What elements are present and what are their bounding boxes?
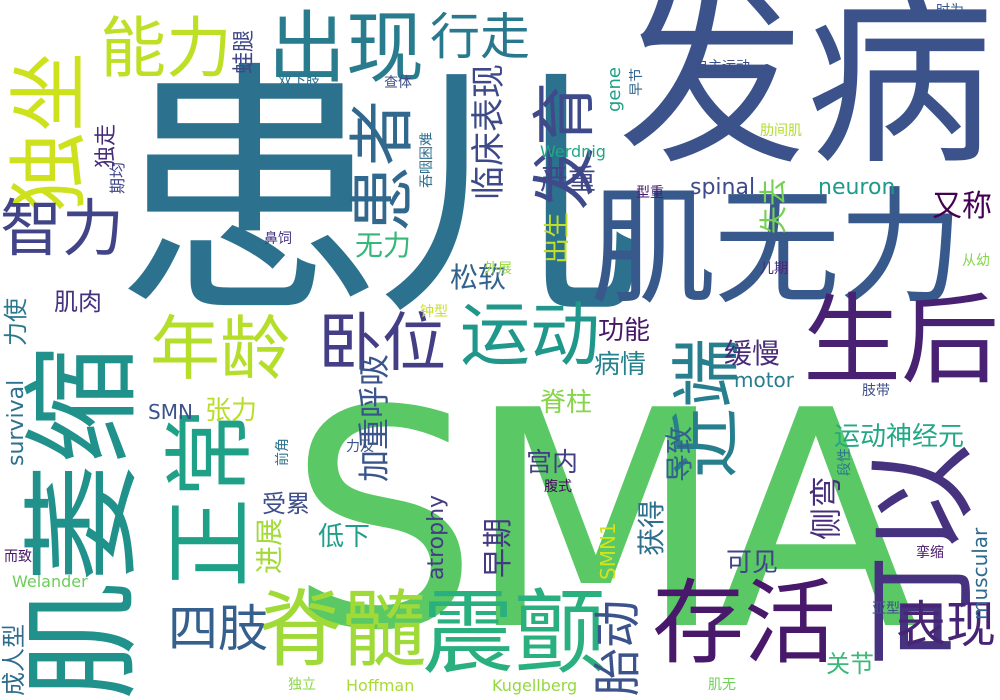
word-shuang-xia-zhi: 双下肢 [278, 73, 320, 89]
word-ji-rou: 肌肉 [54, 288, 102, 316]
word-welander: Welander [12, 572, 88, 591]
word-dao-zhi: 导致 [663, 425, 696, 482]
word-neuron: neuron [818, 175, 896, 200]
word-zhang-li: 张力 [205, 396, 258, 426]
word-cun-huo: 存活 [652, 570, 837, 677]
word-fa-bing: 发病 [618, 0, 994, 191]
word-er-zhi: 而致 [4, 549, 32, 565]
word-zi-zhu-yun-dong: 自主运动 [694, 59, 750, 75]
word-bing-qing: 病情 [594, 350, 647, 380]
word-qian-jiao: 前角 [275, 438, 291, 466]
word-ya-xing: 亚型 [872, 601, 900, 617]
word-atrophy: atrophy [424, 494, 449, 580]
word-yun-dong-shen-jing-yuan: 运动神经元 [834, 422, 965, 452]
word-lin-chuang-biao-xian: 临床表现 [469, 64, 509, 200]
word-du-zuo: 独坐 [3, 52, 96, 212]
word-song-ruan: 松软 [450, 261, 507, 294]
word-gene: gene [604, 67, 625, 112]
word-huo-de: 获得 [635, 499, 668, 556]
word-huan-man: 缓慢 [724, 337, 781, 370]
word-neng-li: 能力 [100, 10, 232, 87]
word-biao-xian: 表现 [896, 596, 996, 654]
word-spinal: spinal [690, 175, 756, 200]
word-gong-neng: 功能 [598, 316, 651, 346]
word-wa-tui: 蛙腿 [232, 29, 257, 74]
word-kugellberg: Kugellberg [492, 676, 578, 695]
word-ji-wu: 肌无 [708, 677, 736, 693]
word-ce-wan: 侧弯 [807, 475, 845, 540]
word-zao-jie: 早节 [629, 68, 645, 96]
word-survival: survival [4, 379, 29, 466]
word-you-cheng: 又称 [932, 189, 992, 224]
word-chu-xian: 出现 [268, 4, 425, 94]
word-si-zhi: 四肢 [168, 600, 268, 658]
word-nian-ling: 年龄 [150, 308, 290, 390]
word-xing-zou: 行走 [430, 8, 530, 66]
word-huan-er: 患儿 [115, 40, 645, 352]
word-tai-dong: 胎动 [590, 599, 646, 696]
word-jia-zhong-hu-xi: 加重呼吸 [355, 353, 393, 482]
word-zhi-dai: 肢带 [862, 383, 890, 399]
word-qi-jun: 期均 [108, 161, 127, 194]
word-du-li: 独立 [288, 677, 316, 693]
word-zhong-xing: 钟型 [420, 304, 448, 320]
word-smn: SMN [148, 400, 193, 424]
word-werdnig: Werdnig [540, 142, 606, 161]
word-ji-wu-li: 肌无力 [590, 175, 964, 322]
word-smn1: SMN1 [596, 522, 620, 580]
word-huan-zhe: 患者 [344, 100, 421, 232]
word-wo-wei: 卧位 [318, 307, 446, 381]
word-ji-wei-suo: 肌萎缩 [14, 345, 152, 700]
word-jin-zhan: 进展 [253, 517, 286, 574]
word-xing-zhong: 型重 [636, 185, 664, 201]
word-muscular: muscular [968, 527, 992, 620]
word-sma: SMA [288, 347, 918, 696]
word-yun-dong: 运动 [460, 294, 600, 376]
word-li-shi: 力使 [2, 298, 30, 346]
word-li-ji: 力及 [346, 439, 374, 455]
word-sheng-hou: 生后 [803, 284, 1000, 398]
word-ji-sui: 脊髓 [258, 581, 427, 679]
word-zao-qi: 早期 [481, 518, 516, 578]
word-cheng-ren-xing: 成人型 [0, 624, 28, 696]
word-zhi-li: 智力 [0, 192, 125, 265]
word-er-qi: 儿期 [760, 261, 788, 277]
word-tun-yan-kun-nan: 吞咽困难 [419, 132, 435, 188]
word-motor: motor [734, 368, 795, 392]
word-cha-ti: 查体 [384, 75, 412, 91]
word-chu-sheng: 出生 [543, 211, 573, 264]
word-duan-xing: 段性 [837, 448, 853, 476]
word-fu-shi: 腹式 [544, 479, 572, 495]
word-yan-zhong: 严重 [540, 163, 597, 196]
word-shi-wei: 时为 [936, 3, 964, 19]
word-lei-jian-ji: 肋间肌 [760, 123, 802, 139]
word-zheng-chang: 正常 [158, 408, 263, 588]
word-zhen-chan: 震颤 [422, 580, 607, 687]
word-shou-lei: 受累 [262, 490, 310, 518]
word-cong-you: 从幼 [962, 253, 990, 269]
word-di-xia: 低下 [318, 522, 371, 552]
word-luan-suo: 挛缩 [916, 545, 944, 561]
word-shi-qu: 失去 [757, 177, 790, 234]
word-gong-nei: 宫内 [526, 448, 579, 478]
word-wu-li: 无力 [355, 229, 412, 262]
word-bi-si: 鼻饲 [264, 231, 292, 247]
word-wai-zhan: 外展 [484, 261, 512, 277]
word-hoffman: Hoffman [346, 676, 415, 695]
word-ke-jian: 可见 [726, 548, 779, 578]
word-guan-jie: 关节 [826, 650, 874, 678]
word-ji-zhu: 脊柱 [540, 388, 593, 418]
